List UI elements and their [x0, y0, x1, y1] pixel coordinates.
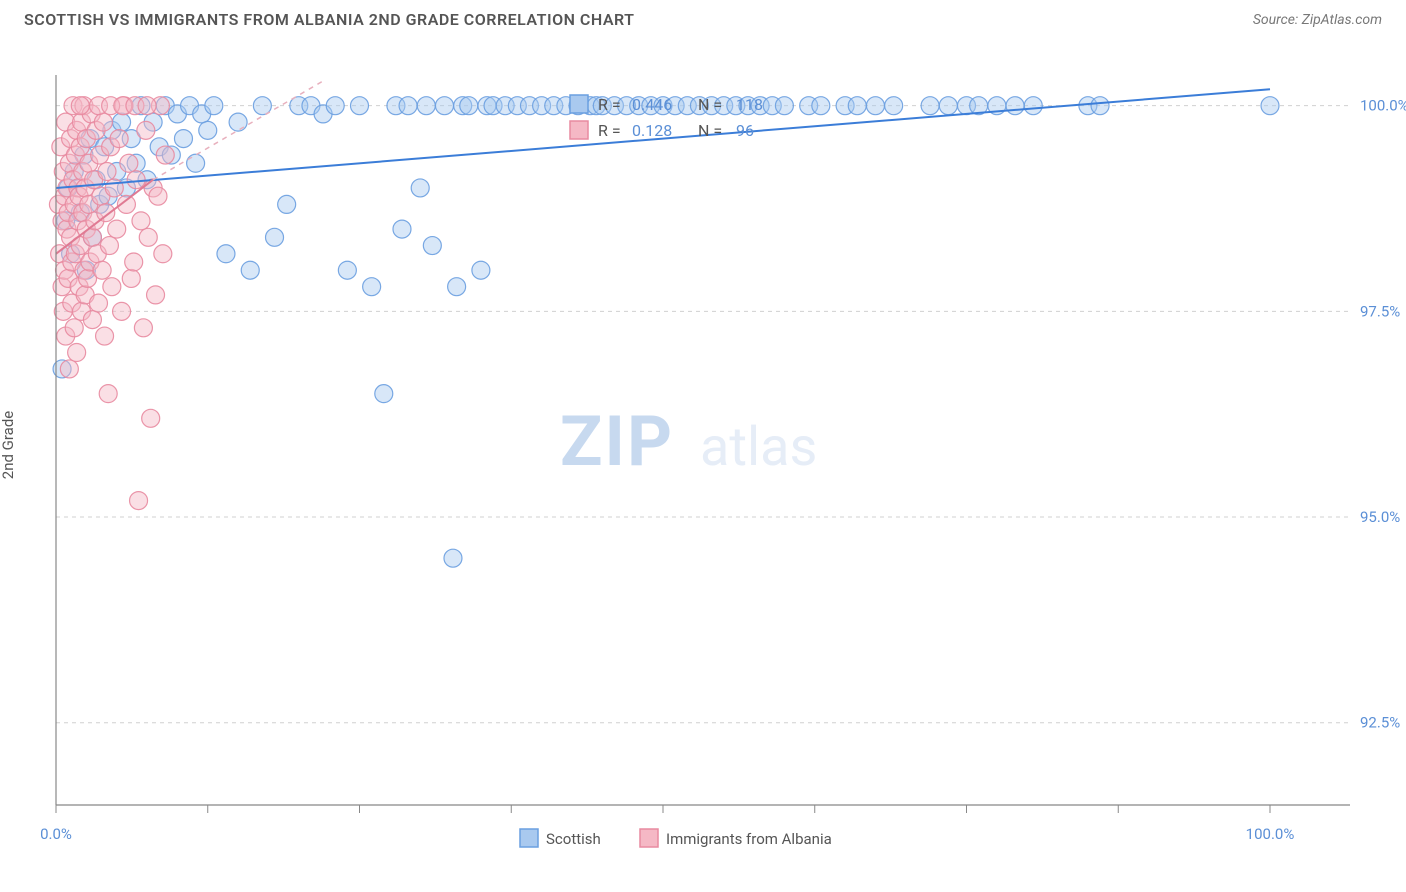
legend-label: Immigrants from Albania — [666, 830, 832, 848]
data-point — [1261, 97, 1279, 115]
stats-swatch — [570, 95, 588, 113]
data-point — [120, 154, 138, 172]
data-point — [103, 278, 121, 296]
data-point — [1024, 97, 1042, 115]
data-point — [472, 261, 490, 279]
data-point — [99, 385, 117, 403]
data-point — [142, 409, 160, 427]
data-point — [411, 179, 429, 197]
stats-r-label: R = — [598, 121, 621, 140]
y-tick-label: 100.0% — [1360, 97, 1406, 115]
stats-n-value: 118 — [736, 95, 763, 114]
data-point — [217, 245, 235, 263]
watermark: atlas — [700, 416, 817, 479]
data-point — [122, 269, 140, 287]
data-point — [127, 171, 145, 189]
data-point — [326, 97, 344, 115]
data-point — [60, 360, 78, 378]
data-point — [848, 97, 866, 115]
stats-r-value: 0.128 — [632, 121, 672, 140]
data-point — [105, 179, 123, 197]
legend-swatch — [640, 829, 658, 847]
data-point — [775, 97, 793, 115]
data-point — [132, 212, 150, 230]
data-point — [154, 245, 172, 263]
data-point — [812, 97, 830, 115]
data-point — [229, 113, 247, 131]
chart-area: 2nd Grade ZIP atlas 0.0% 100.0% 92.5% 95.0% 97… — [0, 35, 1406, 855]
y-tick-label: 95.0% — [1360, 508, 1400, 526]
data-point — [98, 163, 116, 181]
chart-source: Source: ZipAtlas.com — [1253, 12, 1382, 28]
stats-r-label: R = — [598, 95, 621, 114]
y-axis-label: 2nd Grade — [0, 411, 17, 479]
data-point — [363, 278, 381, 296]
x-tick-label: 0.0% — [40, 825, 72, 843]
data-point — [866, 97, 884, 115]
watermark: ZIP — [560, 401, 674, 483]
legend-label: Scottish — [546, 830, 601, 848]
data-point — [139, 228, 157, 246]
data-point — [83, 311, 101, 329]
data-point — [147, 286, 165, 304]
data-point — [100, 237, 118, 255]
stats-swatch — [570, 121, 588, 139]
data-point — [130, 492, 148, 510]
data-point — [417, 97, 435, 115]
data-point — [94, 113, 112, 131]
x-tick-label: 100.0% — [1246, 825, 1295, 843]
chart-header: SCOTTISH VS IMMIGRANTS FROM ALBANIA 2ND … — [0, 0, 1406, 35]
data-point — [338, 261, 356, 279]
data-point — [156, 146, 174, 164]
data-point — [113, 113, 131, 131]
stats-n-value: 96 — [736, 121, 754, 140]
data-point — [444, 549, 462, 567]
data-point — [266, 228, 284, 246]
data-point — [96, 327, 114, 345]
data-point — [435, 97, 453, 115]
data-point — [113, 302, 131, 320]
data-point — [108, 220, 126, 238]
data-point — [174, 130, 192, 148]
stats-r-value: 0.446 — [632, 95, 672, 114]
y-tick-label: 92.5% — [1360, 714, 1400, 732]
data-point — [460, 97, 478, 115]
data-point — [110, 130, 128, 148]
data-point — [885, 97, 903, 115]
data-point — [125, 253, 143, 271]
data-point — [65, 319, 83, 337]
data-point — [97, 204, 115, 222]
data-point — [187, 154, 205, 172]
data-point — [921, 97, 939, 115]
data-point — [399, 97, 417, 115]
stats-n-label: N = — [698, 95, 722, 114]
legend-swatch — [520, 829, 538, 847]
data-point — [448, 278, 466, 296]
stats-n-label: N = — [698, 121, 722, 140]
data-point — [205, 97, 223, 115]
data-point — [71, 97, 89, 115]
data-point — [134, 319, 152, 337]
data-point — [137, 121, 155, 139]
data-point — [138, 97, 156, 115]
data-point — [89, 294, 107, 312]
data-point — [241, 261, 259, 279]
chart-title: SCOTTISH VS IMMIGRANTS FROM ALBANIA 2ND … — [24, 10, 635, 29]
data-point — [939, 97, 957, 115]
scatter-chart: ZIP atlas 0.0% 100.0% 92.5% 95.0% 97.5% 100.0% R… — [0, 35, 1406, 855]
data-point — [1006, 97, 1024, 115]
data-point — [375, 385, 393, 403]
y-tick-label: 97.5% — [1360, 302, 1400, 320]
data-point — [351, 97, 369, 115]
data-point — [278, 195, 296, 213]
data-point — [393, 220, 411, 238]
data-point — [68, 344, 86, 362]
data-point — [93, 261, 111, 279]
data-point — [423, 237, 441, 255]
data-point — [199, 121, 217, 139]
data-point — [1091, 97, 1109, 115]
data-point — [149, 187, 167, 205]
